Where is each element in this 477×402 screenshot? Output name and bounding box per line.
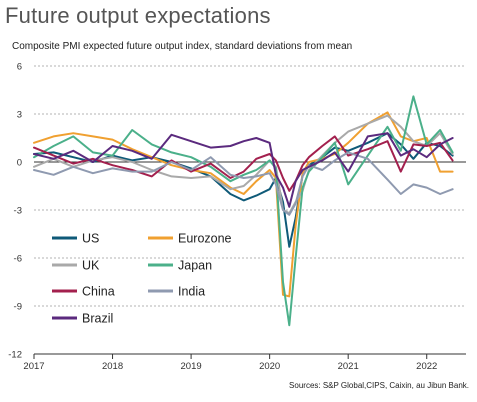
series-line-india — [33, 151, 454, 216]
chart-title: Future output expectations — [5, 3, 271, 28]
x-tick-label: 2019 — [181, 361, 202, 372]
series-line-uk — [33, 114, 454, 215]
x-tick-label: 2017 — [23, 361, 44, 372]
source-note: Sources: S&P Global,CIPS, Caixin, au Jib… — [289, 381, 469, 390]
legend-label-eurozone: Eurozone — [178, 232, 232, 246]
grid-layer — [34, 65, 466, 355]
x-tick-label: 2018 — [102, 361, 123, 372]
legend: US Eurozone UK Japan China India Brazil — [52, 232, 232, 326]
legend-label-japan: Japan — [178, 259, 212, 273]
legend-label-china: China — [82, 285, 115, 299]
series-line-brazil — [33, 132, 454, 208]
legend-label-uk: UK — [82, 259, 100, 273]
legend-label-us: US — [82, 232, 99, 246]
x-tick-label: 2022 — [416, 361, 437, 372]
series-line-us — [33, 132, 454, 248]
series-line-japan — [33, 95, 454, 327]
y-tick-label: 3 — [17, 110, 22, 121]
series-line-china — [33, 135, 454, 192]
legend-label-brazil: Brazil — [82, 312, 113, 326]
series-layer — [33, 95, 454, 327]
y-tick-label: 6 — [17, 62, 22, 73]
y-tick-label: -12 — [8, 350, 22, 361]
y-axis-ticks: 6 3 0 -3 -6 -9 -12 — [8, 62, 22, 361]
y-tick-label: -3 — [14, 206, 22, 217]
x-axis-ticks: 2017 2018 2019 2020 2021 2022 — [23, 354, 437, 372]
y-tick-label: -6 — [14, 254, 22, 265]
y-tick-label: 0 — [17, 158, 22, 169]
x-tick-label: 2021 — [338, 361, 359, 372]
x-tick-label: 2020 — [259, 361, 280, 372]
y-tick-label: -9 — [14, 302, 22, 313]
legend-label-india: India — [178, 285, 205, 299]
chart-subtitle: Composite PMI expected future output ind… — [12, 41, 353, 52]
